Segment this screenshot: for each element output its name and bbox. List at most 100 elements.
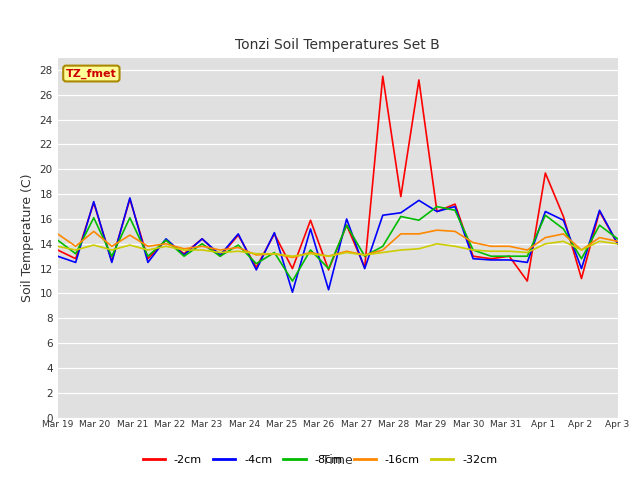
-2cm [469, 253, 477, 259]
-4cm [361, 266, 369, 272]
-16cm [379, 247, 387, 253]
-16cm [72, 243, 79, 249]
-2cm [578, 276, 586, 281]
Line: -2cm: -2cm [58, 76, 618, 281]
-4cm [343, 216, 351, 222]
-16cm [596, 235, 604, 240]
-32cm [216, 250, 224, 255]
-8cm [54, 237, 61, 243]
-2cm [198, 236, 206, 242]
-32cm [433, 241, 441, 247]
-16cm [198, 243, 206, 249]
Y-axis label: Soil Temperature (C): Soil Temperature (C) [21, 173, 34, 302]
-8cm [433, 204, 441, 209]
-32cm [234, 248, 242, 254]
-2cm [307, 217, 314, 223]
-16cm [54, 231, 61, 237]
-8cm [216, 253, 224, 259]
-8cm [108, 253, 116, 259]
-8cm [596, 222, 604, 228]
-16cm [541, 235, 549, 240]
-2cm [487, 256, 495, 262]
-4cm [506, 257, 513, 263]
-16cm [415, 231, 423, 237]
-2cm [361, 264, 369, 270]
-4cm [90, 199, 97, 204]
-16cm [578, 247, 586, 253]
-4cm [72, 260, 79, 265]
-32cm [307, 251, 314, 257]
-4cm [289, 289, 296, 295]
-2cm [252, 264, 260, 270]
-8cm [324, 266, 332, 272]
-16cm [343, 248, 351, 254]
-8cm [162, 237, 170, 243]
-8cm [180, 253, 188, 259]
-8cm [487, 253, 495, 259]
Text: TZ_fmet: TZ_fmet [66, 68, 116, 79]
-32cm [397, 247, 404, 253]
-16cm [451, 228, 459, 234]
-16cm [108, 243, 116, 249]
-2cm [397, 194, 404, 200]
-4cm [614, 241, 621, 247]
-2cm [596, 209, 604, 215]
X-axis label: Time: Time [322, 455, 353, 468]
-32cm [596, 239, 604, 244]
-4cm [578, 266, 586, 272]
-8cm [90, 215, 97, 221]
-16cm [90, 228, 97, 234]
-32cm [415, 246, 423, 252]
-2cm [614, 241, 621, 247]
-2cm [108, 258, 116, 264]
-16cm [126, 232, 134, 238]
-8cm [379, 243, 387, 249]
-2cm [90, 200, 97, 206]
-2cm [541, 170, 549, 176]
-2cm [234, 232, 242, 238]
-8cm [541, 212, 549, 218]
-4cm [433, 209, 441, 215]
-8cm [289, 278, 296, 284]
-32cm [614, 241, 621, 247]
-32cm [559, 239, 567, 244]
-2cm [343, 222, 351, 228]
-2cm [324, 267, 332, 273]
-2cm [72, 256, 79, 262]
-8cm [361, 253, 369, 259]
-16cm [180, 246, 188, 252]
-8cm [343, 222, 351, 228]
-16cm [216, 247, 224, 253]
Line: -32cm: -32cm [58, 241, 618, 256]
-2cm [271, 231, 278, 237]
-32cm [451, 243, 459, 249]
-16cm [361, 252, 369, 258]
-8cm [144, 253, 152, 259]
-32cm [487, 248, 495, 254]
Line: -4cm: -4cm [58, 198, 618, 292]
-2cm [54, 247, 61, 253]
-4cm [324, 287, 332, 293]
-32cm [578, 247, 586, 253]
-8cm [234, 242, 242, 248]
-32cm [343, 250, 351, 255]
-32cm [524, 250, 531, 255]
-4cm [234, 231, 242, 237]
-8cm [506, 253, 513, 259]
-2cm [433, 209, 441, 215]
-32cm [289, 253, 296, 259]
-4cm [541, 209, 549, 215]
-16cm [614, 239, 621, 244]
-2cm [126, 196, 134, 202]
-32cm [162, 243, 170, 249]
-2cm [379, 73, 387, 79]
-32cm [469, 247, 477, 253]
-8cm [578, 256, 586, 262]
-4cm [415, 197, 423, 203]
-2cm [216, 253, 224, 259]
-4cm [198, 236, 206, 242]
-4cm [487, 257, 495, 263]
-2cm [524, 278, 531, 284]
-32cm [324, 253, 332, 259]
-32cm [198, 247, 206, 253]
